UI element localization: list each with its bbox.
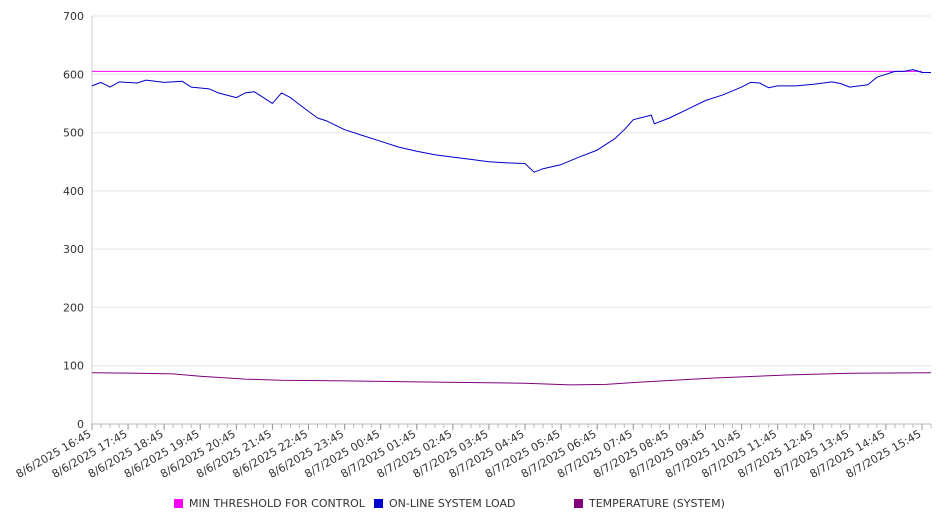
temperature-line	[91, 372, 932, 386]
axes	[91, 16, 932, 430]
series-lines	[91, 69, 932, 386]
legend-swatch-system-load	[374, 499, 383, 508]
y-tick-label: 500	[63, 127, 84, 140]
legend-label-temperature: TEMPERATURE (SYSTEM)	[589, 497, 725, 510]
legend-swatch-threshold	[174, 499, 183, 508]
y-tick-label: 400	[63, 185, 84, 198]
y-tick-label: 0	[77, 418, 84, 431]
legend-label-threshold: MIN THRESHOLD FOR CONTROL	[189, 497, 365, 510]
legend: MIN THRESHOLD FOR CONTROL ON-LINE SYSTEM…	[0, 497, 946, 515]
legend-item-system-load: ON-LINE SYSTEM LOAD	[374, 497, 515, 510]
y-tick-label: 700	[63, 10, 84, 23]
legend-label-system-load: ON-LINE SYSTEM LOAD	[389, 497, 516, 510]
y-tick-label: 200	[63, 301, 84, 314]
legend-item-threshold: MIN THRESHOLD FOR CONTROL	[174, 497, 365, 510]
legend-item-temperature: TEMPERATURE (SYSTEM)	[574, 497, 725, 510]
y-tick-label: 300	[63, 243, 84, 256]
gridlines	[92, 15, 931, 367]
y-tick-label: 600	[63, 68, 84, 81]
system-load-line	[91, 69, 931, 173]
legend-swatch-temperature	[574, 499, 583, 508]
y-tick-label: 100	[63, 360, 84, 373]
